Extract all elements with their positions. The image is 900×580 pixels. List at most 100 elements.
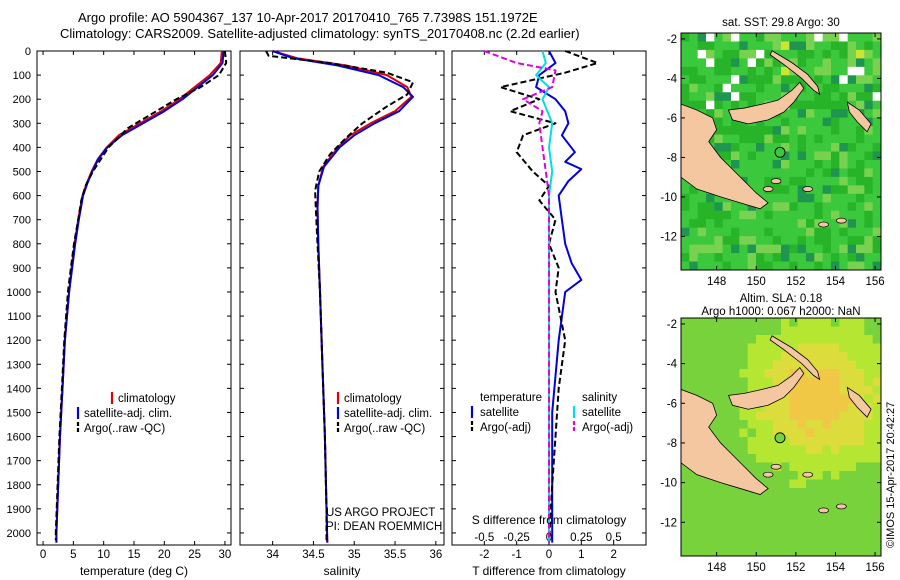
x-tick-label: 34.5 — [302, 549, 324, 561]
map-cell — [739, 335, 749, 344]
map-cell — [806, 386, 815, 395]
map-cell — [789, 479, 799, 489]
map-cell — [797, 253, 807, 263]
map-cell — [831, 41, 840, 51]
map-cell — [739, 411, 749, 421]
map-cell — [689, 236, 699, 246]
map-cell — [864, 369, 874, 378]
map-cell — [722, 210, 732, 220]
map-cell — [722, 335, 732, 344]
map-cell — [739, 454, 749, 463]
map-cell — [847, 437, 857, 446]
map-cell — [847, 454, 857, 463]
map-cell — [864, 411, 874, 421]
map-cell — [789, 326, 799, 336]
map-cell — [806, 143, 815, 152]
map-cell — [697, 83, 707, 93]
map-cell — [806, 126, 815, 136]
map-cell — [856, 92, 865, 102]
map-cell — [806, 539, 815, 548]
map-cell — [872, 58, 881, 68]
map-cell — [822, 488, 832, 497]
map-x-tick-label: 148 — [707, 276, 726, 288]
argo-float-marker — [774, 146, 786, 158]
map-cell — [764, 522, 774, 531]
map-cell — [872, 117, 881, 127]
map-cell — [697, 253, 707, 263]
map-cell — [739, 369, 749, 378]
depth-tick-label: 1000 — [7, 287, 31, 299]
map-cell — [814, 496, 824, 506]
map-cell — [764, 210, 774, 220]
map-cell — [689, 49, 699, 59]
series-line-salinity-argo-adj- — [483, 50, 557, 543]
map-cell — [839, 343, 849, 353]
map-cell — [756, 58, 765, 68]
map-cell — [722, 236, 732, 246]
map-x-tick-label: 150 — [747, 276, 766, 288]
map-cell — [706, 193, 715, 203]
map-cell — [847, 219, 857, 229]
map-cell — [781, 513, 790, 523]
map-cell — [822, 83, 832, 93]
map-cell — [731, 386, 740, 395]
map-cell — [747, 547, 757, 556]
map-cell — [689, 219, 699, 229]
map-cell — [781, 471, 790, 480]
credit-project: US ARGO PROJECT — [326, 507, 435, 519]
map-cell — [764, 202, 774, 212]
map-cell — [789, 151, 799, 161]
map-cell — [697, 488, 707, 497]
map-cell — [689, 100, 699, 110]
map-cell — [822, 159, 832, 169]
map-cell — [814, 513, 824, 523]
map-cell — [872, 143, 881, 152]
map-cell — [731, 513, 740, 523]
map-cell — [756, 261, 765, 270]
map-cell — [706, 505, 715, 514]
map-cell — [864, 83, 874, 93]
map-cell — [689, 193, 699, 203]
map-cell — [772, 505, 782, 514]
map-cell — [789, 411, 799, 421]
map-cell — [797, 360, 807, 370]
map-cell — [847, 496, 857, 506]
map-cell — [839, 176, 849, 186]
map-cell — [706, 352, 715, 361]
map-cell — [756, 41, 765, 51]
map-cell — [781, 505, 790, 514]
map-cell — [847, 176, 857, 186]
map-cell — [781, 369, 790, 378]
map-cell — [864, 479, 874, 489]
map-cell — [731, 403, 740, 412]
map-cell — [689, 33, 699, 42]
map-cell — [747, 151, 757, 161]
map-cell — [856, 41, 865, 51]
map-cell — [797, 143, 807, 152]
map-cell — [839, 185, 849, 195]
map-cell — [864, 66, 874, 76]
map-cell — [681, 66, 690, 76]
map-cell — [714, 143, 724, 152]
map-cell — [806, 403, 815, 412]
map-cell — [731, 41, 740, 51]
map-cell — [739, 83, 749, 93]
map-cell — [789, 471, 799, 480]
map-cell — [814, 547, 824, 556]
map-cell — [756, 134, 765, 144]
map-cell — [739, 33, 749, 42]
map-cell — [822, 471, 832, 480]
map-cell — [764, 326, 774, 336]
map-cell — [864, 92, 874, 102]
map-cell — [806, 394, 815, 404]
map-cell — [797, 126, 807, 136]
map-cell — [697, 369, 707, 378]
map-cell — [864, 335, 874, 344]
map-cell — [756, 471, 765, 480]
map-cell — [839, 326, 849, 336]
map-cell — [756, 92, 765, 102]
map-cell — [789, 496, 799, 506]
map-cell — [839, 505, 849, 514]
map-cell — [847, 462, 857, 472]
map-cell — [797, 168, 807, 178]
